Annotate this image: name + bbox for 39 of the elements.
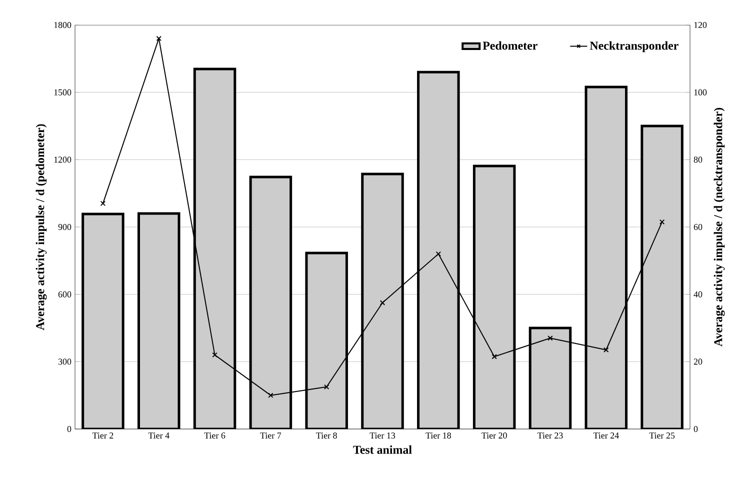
y-tick-label: 0 — [67, 426, 72, 432]
x-tick-label: Tier 2 — [92, 432, 114, 439]
x-tick-label: Tier 24 — [593, 432, 619, 439]
y2-tick-label: 20 — [694, 358, 702, 365]
y-tick-label: 1800 — [54, 22, 72, 28]
point — [380, 300, 386, 306]
y2-tick-label: 80 — [694, 156, 702, 163]
point — [212, 352, 218, 358]
y-tick-label: 1500 — [54, 89, 72, 96]
x-tick-label: Tier 13 — [370, 432, 396, 439]
x-tick-label: Tier 6 — [204, 432, 226, 439]
point — [492, 354, 497, 360]
point — [324, 384, 330, 390]
y2-tick-label: 60 — [694, 224, 702, 230]
y-tick-label: 600 — [58, 291, 72, 298]
y-tick-label: 1200 — [54, 156, 72, 163]
y2-tick-label: 100 — [694, 89, 707, 96]
x-tick-label: Tier 18 — [426, 432, 451, 439]
x-tick-label: Tier 8 — [316, 432, 337, 439]
y2-tick-label: 0 — [694, 426, 698, 432]
point — [268, 392, 274, 398]
y-axis-title: Average activity impulse / d (pedometer) — [36, 124, 47, 330]
legend-label: Necktransponder — [590, 41, 678, 52]
x-tick-label: Tier 23 — [537, 432, 563, 439]
y-tick-label: 900 — [58, 224, 72, 230]
y2-tick-label: 120 — [694, 22, 707, 28]
x-axis-title: Test animal — [353, 445, 412, 454]
x-tick-label: Tier 7 — [260, 432, 282, 439]
point — [436, 251, 442, 257]
x-tick-label: Tier 4 — [148, 432, 170, 439]
y-tick-label: 300 — [58, 358, 72, 365]
x-tick-label: Tier 25 — [649, 432, 675, 439]
point — [548, 335, 553, 341]
y2-axis-title: Average activity impulse / d (necktransponder) — [714, 108, 725, 346]
legend-label: Pedometer — [482, 41, 538, 50]
y2-tick-label: 40 — [694, 291, 702, 298]
point — [604, 347, 609, 353]
x-tick-label: Tier 20 — [482, 432, 507, 439]
point — [156, 36, 162, 42]
